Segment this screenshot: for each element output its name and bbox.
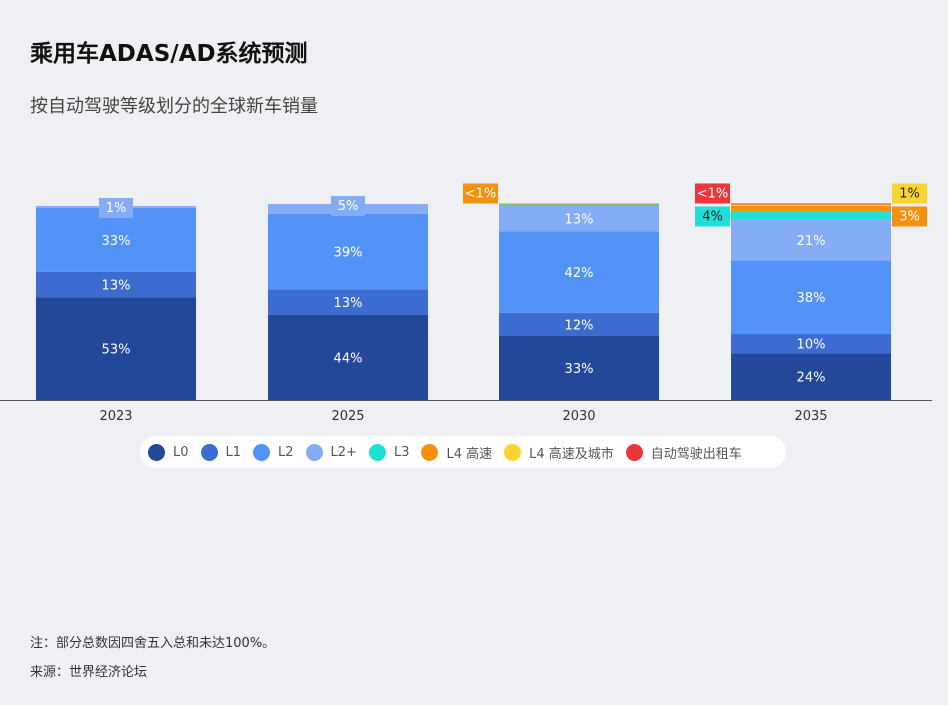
legend-label-l1: L1 [225, 444, 242, 460]
callout-box-自动驾驶出租车-2035 [695, 183, 730, 204]
bar-segment-l0-2035 [731, 353, 891, 400]
bar-segment-l2-2025 [268, 213, 428, 290]
data-label-l2-2035: 38% [797, 291, 826, 306]
data-label-l1-2030: 12% [565, 318, 594, 333]
x-tick-label-2025: 2025 [331, 409, 364, 424]
legend-label-l4-高速: L4 高速 [446, 446, 493, 462]
callout-box-l4-高速-2035 [892, 206, 927, 227]
legend-label-自动驾驶出租车: 自动驾驶出租车 [650, 446, 742, 462]
legend-item-l4-高速及城市: L4 高速及城市 [504, 443, 614, 462]
legend-item-l2+: L2+ [305, 443, 357, 461]
bar-segment-l1-2023 [36, 271, 196, 298]
legend-label-l3: L3 [393, 444, 410, 460]
bar-segment-l0-2025 [268, 314, 428, 400]
data-label-l1-2025: 13% [334, 296, 363, 311]
legend-label-l2+: L2+ [330, 444, 357, 460]
data-label-l0-2023: 53% [102, 343, 131, 358]
bar-segment-l4-高速及城市-2035 [731, 204, 891, 206]
bar-segment-l4-高速-2030 [499, 203, 659, 205]
bar-segment-l2-2023 [36, 207, 196, 272]
bar-segment-l1-2035 [731, 334, 891, 354]
bar-segment-l2+-2035 [731, 219, 891, 261]
legend-swatch-l1 [200, 443, 218, 461]
legend-item-l2: L2 [253, 443, 294, 461]
bar-segment-l4-高速-2035 [731, 206, 891, 212]
legend-swatch-l2 [253, 443, 271, 461]
data-label-l2-2023: 33% [102, 234, 131, 249]
legend-swatch-l4-高速 [421, 443, 439, 461]
callout-box-l2+-2023 [99, 198, 133, 218]
callout-box-l4-高速-2030 [463, 183, 498, 204]
data-label-l1-2035: 10% [797, 338, 826, 353]
legend-item-l4-高速: L4 高速 [421, 443, 492, 462]
stacked-bar-chart: 53% 13% 33% 1% 2023 44% 13% 39% 5% 2025 33% 12% 42% 1… [0, 183, 932, 424]
legend-item-自动驾驶出租车: 自动驾驶出租车 [625, 443, 742, 462]
data-label-l4-高速及城市-2035: 1% [899, 186, 920, 201]
data-label-l2-2030: 42% [565, 266, 594, 281]
data-label-l1-2023: 13% [102, 279, 131, 294]
data-label-l2+-2035: 21% [797, 234, 826, 249]
bar-segment-l1-2025 [268, 289, 428, 315]
data-label-l0-2030: 33% [565, 362, 594, 377]
callout-box-l3-2035 [695, 206, 730, 227]
bar-segment-l2-2035 [731, 260, 891, 335]
legend-item-l0: L0 [148, 443, 189, 461]
chart-legend: L0 L1 L2 L2+ L3 L4 高速 L4 高速及城市 自动驾驶出租车 [140, 436, 786, 468]
data-label-自动驾驶出租车-2035: <1% [697, 186, 729, 201]
bar-segment-l2-2030 [499, 231, 659, 313]
legend-label-l0: L0 [173, 444, 189, 460]
data-label-l0-2035: 24% [797, 371, 826, 386]
legend-swatch-l2+ [305, 443, 323, 461]
data-label-l2+-2030: 13% [565, 213, 594, 228]
x-tick-label-2035: 2035 [794, 409, 827, 424]
legend-swatch-l4-高速及城市 [504, 443, 522, 461]
footnote: 注：部分总数因四舍五入总和未达100%。 [30, 636, 276, 651]
legend-swatch-l0 [148, 443, 165, 461]
legend-label-l2: L2 [278, 444, 294, 460]
chart-title: 乘用车ADAS/AD系统预测 [30, 41, 308, 67]
callout-box-l4-高速及城市-2035 [892, 183, 927, 204]
data-label-l4-高速-2030: <1% [465, 186, 497, 201]
data-label-l2-2025: 39% [334, 246, 363, 261]
legend-label-l4-高速及城市: L4 高速及城市 [529, 446, 614, 462]
x-tick-label-2023: 2023 [99, 409, 132, 424]
bar-segment-l0-2023 [36, 297, 196, 400]
legend-item-l3: L3 [368, 443, 410, 461]
data-label-l3-2035: 4% [702, 209, 723, 224]
x-tick-label-2030: 2030 [562, 409, 595, 424]
legend-swatch-自动驾驶出租车 [625, 443, 643, 461]
legend-swatch-l3 [368, 443, 386, 461]
chart-subtitle: 按自动驾驶等级划分的全球新车销量 [30, 96, 318, 117]
data-label-l2+-2025: 5% [338, 199, 359, 214]
bar-segment-l2+-2030 [499, 206, 659, 232]
data-label-l0-2025: 44% [334, 351, 363, 366]
legend-item-l1: L1 [200, 443, 242, 461]
bar-segment-l0-2030 [499, 335, 659, 400]
bar-segment-l1-2030 [499, 312, 659, 336]
data-label-l4-高速-2035: 3% [899, 209, 920, 224]
bar-segment-自动驾驶出租车-2035 [731, 203, 891, 205]
data-label-l2+-2023: 1% [106, 201, 127, 216]
callout-box-l2+-2025 [331, 196, 365, 217]
bar-segment-l3-2035 [731, 211, 891, 220]
bar-segment-l3-2030 [499, 204, 659, 206]
source-note: 来源：世界经济论坛 [30, 665, 148, 680]
